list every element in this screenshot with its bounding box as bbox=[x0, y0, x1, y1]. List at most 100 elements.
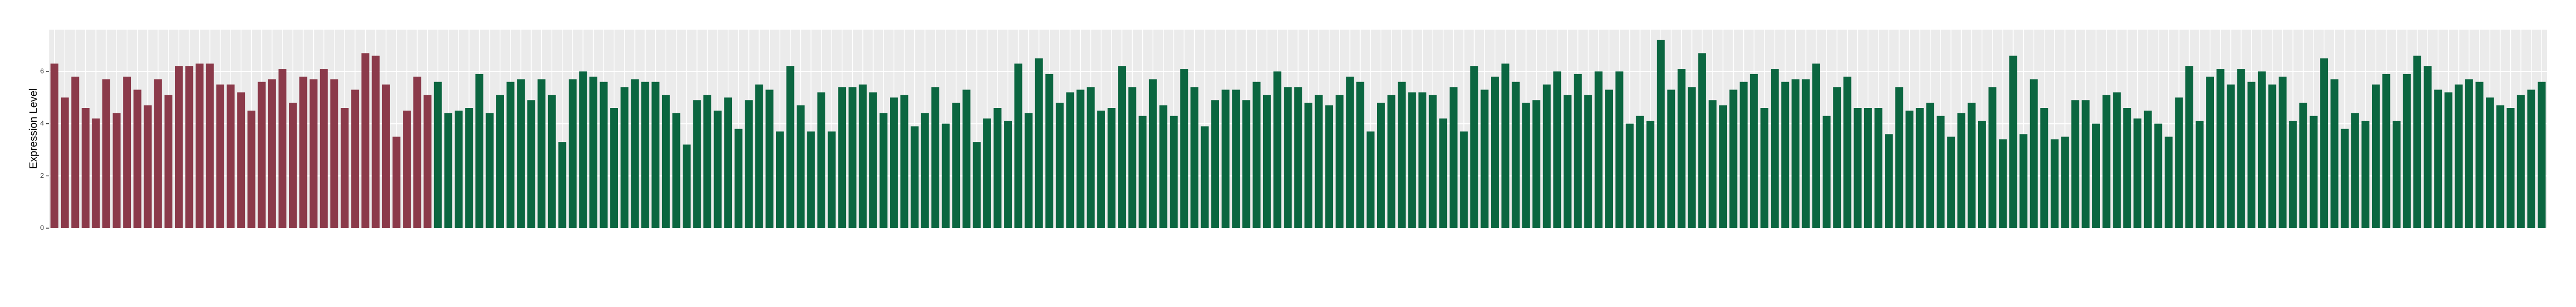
bar bbox=[1284, 87, 1292, 229]
bar bbox=[1822, 115, 1831, 228]
bar bbox=[1356, 82, 1364, 228]
bar bbox=[2299, 103, 2307, 228]
bar bbox=[610, 108, 619, 228]
y-tick-label: 0 bbox=[40, 223, 44, 231]
bar bbox=[2465, 79, 2473, 228]
bar bbox=[2527, 89, 2536, 228]
bar bbox=[1480, 89, 1489, 228]
bar bbox=[890, 97, 898, 228]
bar bbox=[661, 95, 670, 228]
bar bbox=[683, 145, 691, 228]
bar bbox=[2216, 69, 2225, 228]
bar bbox=[444, 113, 453, 228]
bar bbox=[258, 82, 266, 228]
bar bbox=[1087, 87, 1095, 229]
bar bbox=[2257, 71, 2266, 228]
bar bbox=[2278, 76, 2287, 228]
bar bbox=[2371, 84, 2380, 229]
bar bbox=[2092, 123, 2100, 228]
bar bbox=[1128, 87, 1136, 229]
bars bbox=[50, 40, 2546, 229]
bar bbox=[589, 76, 597, 228]
bar bbox=[1916, 108, 1924, 228]
bar bbox=[1584, 95, 1592, 228]
bar bbox=[1626, 123, 1634, 228]
bar bbox=[838, 87, 846, 229]
bar bbox=[2227, 84, 2235, 229]
bar bbox=[1315, 95, 1323, 228]
bar bbox=[60, 97, 69, 228]
bar bbox=[1097, 110, 1105, 228]
bar bbox=[2185, 66, 2193, 228]
bar bbox=[2175, 97, 2183, 228]
bar bbox=[351, 89, 359, 228]
bar bbox=[1252, 82, 1261, 228]
bar bbox=[2143, 110, 2152, 228]
bar bbox=[1439, 118, 1448, 228]
bar bbox=[1221, 89, 1230, 228]
bar bbox=[931, 87, 940, 229]
bar bbox=[1833, 87, 1841, 229]
bar bbox=[983, 118, 991, 228]
bar bbox=[1905, 110, 1913, 228]
bar bbox=[1864, 108, 1872, 228]
bar bbox=[1304, 103, 1312, 228]
bar bbox=[2206, 76, 2214, 228]
bar bbox=[2019, 134, 2028, 228]
bar bbox=[1076, 89, 1084, 228]
bar bbox=[2382, 74, 2390, 228]
bar bbox=[1677, 69, 1686, 228]
bar bbox=[2030, 79, 2038, 228]
bar bbox=[1781, 82, 1789, 228]
bar bbox=[206, 64, 214, 228]
bar bbox=[392, 137, 401, 228]
bar bbox=[2393, 121, 2401, 228]
bar bbox=[2195, 121, 2204, 228]
bar bbox=[755, 84, 763, 229]
bar bbox=[1874, 108, 1883, 228]
bar bbox=[1522, 103, 1530, 228]
bar bbox=[2071, 100, 2079, 228]
bar bbox=[1377, 103, 1385, 228]
bar bbox=[2496, 105, 2504, 228]
bar bbox=[724, 97, 733, 228]
bar bbox=[237, 92, 245, 228]
bar bbox=[71, 76, 80, 228]
bar bbox=[703, 95, 711, 228]
bar bbox=[568, 79, 577, 228]
bar bbox=[123, 76, 131, 228]
bar bbox=[2050, 139, 2059, 228]
bar bbox=[2113, 92, 2121, 228]
bar bbox=[1149, 79, 1157, 228]
bar bbox=[775, 131, 784, 228]
y-axis-title: Expression Level bbox=[28, 88, 39, 169]
bar bbox=[1750, 74, 1758, 228]
bar bbox=[133, 89, 142, 228]
bar bbox=[1118, 66, 1126, 228]
bar bbox=[1387, 95, 1396, 228]
bar bbox=[2517, 95, 2525, 228]
bar bbox=[807, 131, 815, 228]
bar bbox=[2537, 82, 2546, 228]
bar bbox=[599, 82, 608, 228]
bar bbox=[1636, 115, 1644, 228]
bar bbox=[1553, 71, 1562, 228]
bar bbox=[454, 110, 463, 228]
bar bbox=[993, 108, 1002, 228]
bar bbox=[1843, 76, 1851, 228]
bar bbox=[620, 87, 629, 229]
bar bbox=[1770, 69, 1779, 228]
bar bbox=[859, 84, 867, 229]
bar bbox=[2423, 66, 2432, 228]
bar bbox=[734, 129, 743, 228]
bar bbox=[1004, 121, 1012, 228]
bar bbox=[1792, 79, 1799, 228]
bar bbox=[144, 105, 152, 228]
bar bbox=[1159, 105, 1168, 228]
bar bbox=[2341, 129, 2349, 228]
bar bbox=[1408, 92, 1416, 228]
bar bbox=[2102, 95, 2111, 228]
bar bbox=[486, 113, 494, 228]
bar bbox=[382, 84, 390, 229]
